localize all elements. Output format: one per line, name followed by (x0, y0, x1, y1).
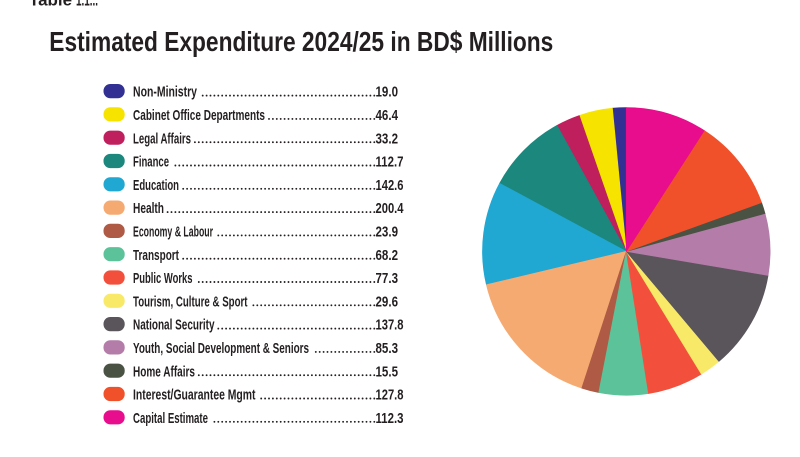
svg-text:Estimated Expenditure 2024/25: Estimated Expenditure 2024/25 in BD$ Mil… (49, 26, 553, 57)
svg-text:29.6: 29.6 (376, 293, 399, 310)
svg-text:Youth, Social Development & Se: Youth, Social Development & Seniors (133, 340, 309, 357)
svg-text:19.0: 19.0 (376, 84, 399, 101)
svg-text:Education: Education (133, 177, 179, 194)
svg-text:33.2: 33.2 (376, 130, 399, 147)
svg-text:112.7: 112.7 (376, 154, 404, 171)
svg-text:142.6: 142.6 (376, 177, 404, 194)
svg-text:23.9: 23.9 (376, 224, 399, 241)
svg-text:Legal Affairs: Legal Affairs (133, 130, 191, 147)
svg-text:Tourism, Culture & Sport: Tourism, Culture & Sport (133, 293, 248, 310)
svg-text:Transport: Transport (133, 247, 179, 264)
svg-text:Capital Estimate: Capital Estimate (133, 410, 208, 427)
svg-text:200.4: 200.4 (376, 200, 404, 217)
svg-text:Public Works: Public Works (133, 270, 193, 287)
svg-text:1.1...: 1.1... (76, 0, 98, 10)
svg-text:15.5: 15.5 (376, 363, 399, 380)
svg-text:68.2: 68.2 (376, 247, 399, 264)
svg-text:Table: Table (29, 0, 72, 10)
svg-text:127.8: 127.8 (376, 387, 404, 404)
svg-text:Finance: Finance (133, 154, 169, 171)
svg-text:46.4: 46.4 (376, 107, 399, 124)
svg-text:Interest/Guarantee Mgmt: Interest/Guarantee Mgmt (133, 387, 256, 404)
svg-text:77.3: 77.3 (376, 270, 399, 287)
svg-text:85.3: 85.3 (376, 340, 399, 357)
svg-text:Economy & Labour: Economy & Labour (133, 224, 213, 241)
svg-text:Health: Health (133, 200, 164, 217)
svg-text:137.8: 137.8 (376, 317, 404, 334)
svg-text:Cabinet Office Departments: Cabinet Office Departments (133, 107, 265, 124)
svg-text:Home Affairs: Home Affairs (133, 363, 195, 380)
svg-text:Non-Ministry: Non-Ministry (133, 84, 197, 101)
svg-text:National Security: National Security (133, 317, 215, 334)
svg-text:112.3: 112.3 (376, 410, 404, 427)
